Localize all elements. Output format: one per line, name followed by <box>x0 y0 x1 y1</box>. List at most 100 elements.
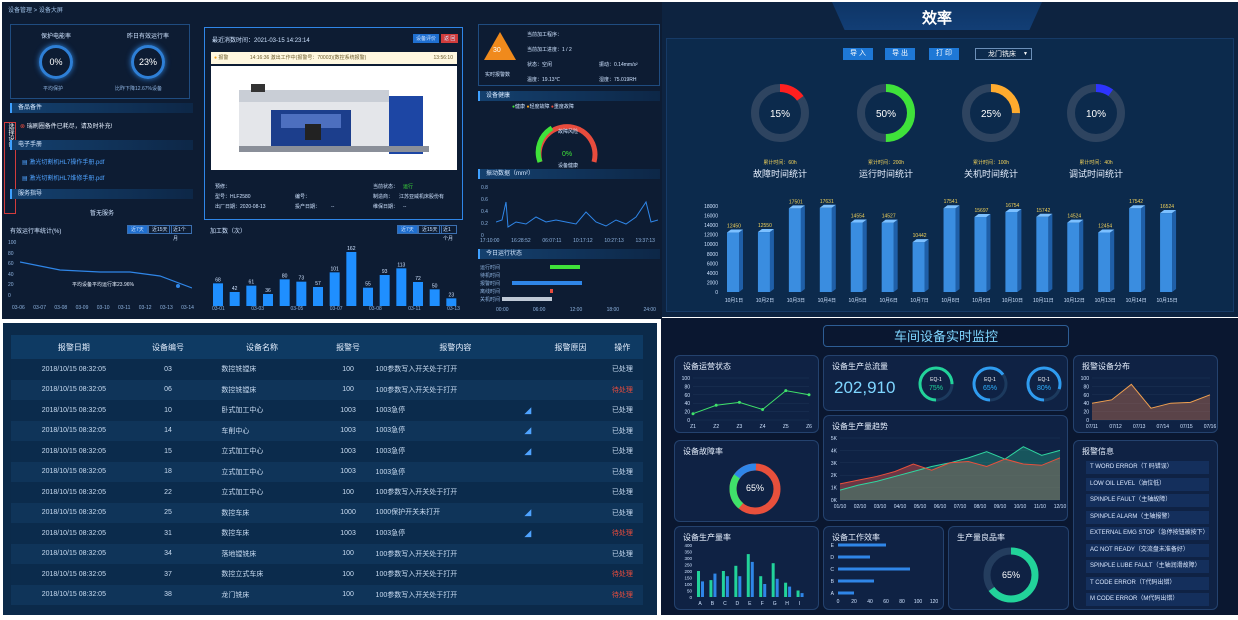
vibration-label: 振动： <box>599 62 615 68</box>
camera-icon[interactable]: ◢ <box>524 527 532 538</box>
manual-link-1[interactable]: ▤ 激光切割机HL7维修手册.pdf <box>22 176 105 182</box>
manual-link-text: 激光切割机HL7维修手册.pdf <box>29 176 105 182</box>
cell-status[interactable]: 已处理 <box>601 543 643 564</box>
alarm-item[interactable]: EXTERNAL EMG STOP（急停按钮被按下） <box>1086 527 1209 540</box>
cell-status[interactable]: 已处理 <box>601 461 643 482</box>
count-bar-label: 80 <box>282 273 288 279</box>
oee-x-axis: 03-06 03-07 03-08 03-09 03-10 03-11 03-12 03-13… <box>12 305 194 311</box>
x-tick-label: 06:00 <box>532 307 546 313</box>
camera-icon[interactable]: ◢ <box>524 404 532 415</box>
x-tick-label: 08/10 <box>974 504 987 510</box>
cell-status[interactable]: 待处理 <box>601 379 643 400</box>
run-status-chart: 100 80 60 40 20 0Z1 Z2 Z3 Z4 Z5 Z6 <box>682 376 812 430</box>
info-label: 投产日期： <box>295 204 321 210</box>
range-tab[interactable]: 近15天 <box>418 225 442 234</box>
cell-date: 2018/10/15 08:32:05 <box>11 584 137 605</box>
camera-icon[interactable]: ◢ <box>524 425 532 436</box>
count-bar-label: 61 <box>249 280 255 286</box>
cell-content: 1003急停 ◢ <box>371 441 540 462</box>
cell-device-id: 06 <box>136 379 200 400</box>
x-tick-label: 10月6日 <box>879 298 897 304</box>
cell-reason <box>539 543 602 564</box>
laser-cutter-illustration <box>239 84 429 154</box>
alarm-item[interactable]: AC NOT READY（交流盘未准备好） <box>1086 543 1209 557</box>
x-tick-label: 03-14 <box>181 305 194 311</box>
cell-status[interactable]: 已处理 <box>601 502 643 523</box>
side-tab-select-device[interactable]: 选择设备 <box>4 122 16 214</box>
eff-bar <box>838 543 886 547</box>
column-header: 设备名称 <box>199 335 325 359</box>
donut-chart: 50% <box>857 84 915 142</box>
count-bar <box>396 268 407 306</box>
range-tab[interactable]: 近1个月 <box>439 225 457 242</box>
camera-icon[interactable]: ◢ <box>524 445 532 456</box>
range-tab[interactable]: 近7天 <box>127 225 148 234</box>
back-button[interactable]: 返 回 <box>441 34 459 43</box>
alarm-table-panel: 报警日期 设备编号 设备名称 报警号 报警内容 报警原因 操作 2018/10/15 08:… <box>3 323 657 615</box>
range-tab[interactable]: 近7天 <box>397 225 418 234</box>
cell-status[interactable]: 已处理 <box>601 359 643 380</box>
bar-top <box>850 219 867 223</box>
cell-date: 2018/10/15 08:32:05 <box>11 564 137 585</box>
machine-select[interactable]: 龙门铣床 ▼ <box>975 48 1032 60</box>
count-bar-label: 113 <box>397 262 405 268</box>
export-button[interactable]: 导 出 <box>885 48 915 60</box>
column-header: 报警内容 <box>371 335 540 359</box>
cell-content: 1003急停 ◢ <box>371 523 540 544</box>
x-tick-label: Z5 <box>783 424 789 430</box>
cell-alarm-no: 1003 <box>324 461 372 482</box>
cell-content: 100参数写入开关处于打开 <box>371 379 540 400</box>
rate-bar-b <box>775 578 779 597</box>
donut-label: 调试时间统计 <box>1068 169 1123 179</box>
range-tab[interactable]: 近1个月 <box>169 225 192 242</box>
alarm-item[interactable]: LOW OIL LEVEL（油位低） <box>1086 477 1209 491</box>
cell-status[interactable]: 已处理 <box>601 400 643 421</box>
cell-status[interactable]: 已处理 <box>601 420 643 441</box>
x-tick-label: 06/10 <box>934 504 947 510</box>
cell-status[interactable]: 待处理 <box>601 564 643 585</box>
x-tick-label: 04/10 <box>894 504 907 510</box>
bar-side <box>1110 229 1115 292</box>
camera-icon[interactable]: ◢ <box>524 507 532 518</box>
eval-button[interactable]: 设备评价 <box>413 34 440 43</box>
eff-bar <box>838 567 910 571</box>
service-empty: 暂无服务 <box>90 211 115 217</box>
x-tick-label: 03-01 <box>212 306 225 312</box>
count-bar <box>279 279 290 306</box>
cell-status[interactable]: 已处理 <box>601 441 643 462</box>
cell-status[interactable]: 已处理 <box>601 482 643 503</box>
donut-sub: 累计时间：200h <box>867 160 905 166</box>
x-tick-label: B <box>711 601 715 607</box>
import-button[interactable]: 导 入 <box>843 48 873 60</box>
breadcrumb[interactable]: 设备管理 > 设备大屏 <box>8 8 63 14</box>
alarm-item[interactable]: M CODE ERROR（M代码出错） <box>1086 593 1209 606</box>
cell-status[interactable]: 待处理 <box>601 523 643 544</box>
print-button[interactable]: 打 印 <box>929 48 959 60</box>
rate-bar-a <box>734 565 738 597</box>
y-tick-label: 0 <box>8 292 11 299</box>
rate-bar-b <box>763 584 767 597</box>
alarm-item[interactable]: SPINPLE FAULT（主轴故障） <box>1086 494 1209 507</box>
run-point <box>714 403 718 407</box>
device-card: 最近消数时间：2021-03-15 14:23:14 设备评价 返 回 ● 报警… <box>204 27 463 220</box>
cell-reason <box>539 420 602 441</box>
bar-value-label: 12450 <box>727 224 741 230</box>
alarm-item[interactable]: SPINPLE ALARM（主轴报警） <box>1086 510 1209 524</box>
alarm-item[interactable]: T WORD ERROR（T 码错误） <box>1086 461 1209 474</box>
cell-status[interactable]: 待处理 <box>601 584 643 605</box>
count-bar-label: 93 <box>382 269 388 275</box>
y-tick-label: 100 <box>1081 376 1090 382</box>
section-today: 今日运行状态 <box>478 249 660 259</box>
x-tick-label: 10月8日 <box>941 298 959 304</box>
x-tick-label: Z3 <box>736 424 742 430</box>
donut-sub: 累计时间：40h <box>1079 160 1113 166</box>
eq-name: EQ-1 <box>930 377 942 383</box>
manual-link-0[interactable]: ▤ 激光切割机HL7操作手册.pdf <box>22 160 105 166</box>
rate-bar-b <box>725 576 729 597</box>
range-tab[interactable]: 近15天 <box>148 225 172 234</box>
x-tick-label: 07/13 <box>1133 424 1146 430</box>
alarm-item[interactable]: SPINPLE LUBE FAULT（主轴润滑故障） <box>1086 560 1209 573</box>
alarm-item[interactable]: T CODE ERROR（T代码出错） <box>1086 576 1209 590</box>
y-tick-label: 60 <box>8 261 14 267</box>
